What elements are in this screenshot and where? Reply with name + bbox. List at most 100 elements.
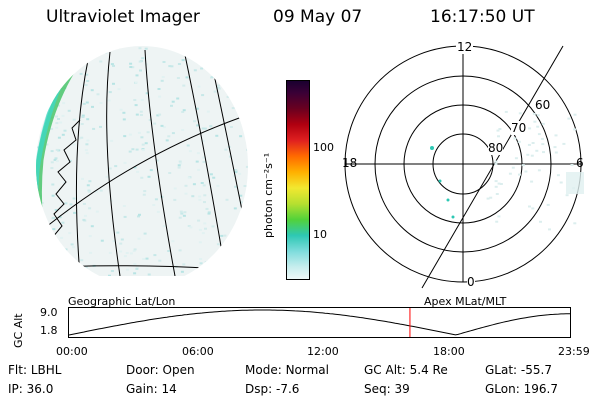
speckle-pixel (251, 154, 254, 156)
speckle-pixel (253, 194, 256, 196)
speckle-pixel (38, 53, 42, 56)
speckle-pixel (171, 100, 175, 103)
speckle-pixel (513, 137, 517, 140)
speckle-pixel (249, 65, 252, 67)
speckle-pixel (82, 218, 86, 221)
speckle-pixel (58, 216, 62, 219)
speckle-pixel (180, 270, 184, 273)
speckle-pixel (153, 122, 157, 125)
speckle-pixel (160, 79, 164, 82)
speckle-pixel (84, 266, 88, 269)
gain-value: 14 (161, 382, 177, 396)
speckle-pixel (185, 76, 189, 79)
speckle-pixel (134, 104, 138, 107)
speckle-pixel (496, 129, 500, 132)
speckle-pixel (141, 57, 145, 60)
speckle-pixel (117, 46, 121, 49)
speckle-pixel (246, 100, 248, 103)
speckle-pixel (242, 233, 246, 236)
speckle-pixel (99, 125, 102, 128)
speckle-pixel (40, 201, 44, 204)
speckle-pixel (187, 176, 191, 179)
speckle-pixel (33, 182, 36, 184)
mode-value: Normal (285, 363, 329, 377)
speckle-pixel (53, 48, 57, 51)
speckle-pixel (171, 240, 175, 243)
speckle-pixel (84, 84, 88, 87)
speckle-pixel (186, 51, 190, 54)
speckle-pixel (553, 146, 557, 149)
speckle-pixel (50, 161, 54, 164)
speckle-pixel (85, 73, 89, 76)
speckle-pixel (238, 172, 242, 175)
speckle-pixel (176, 77, 180, 79)
speckle-pixel (243, 185, 247, 187)
speckle-pixel (41, 265, 45, 268)
speckle-pixel (57, 72, 61, 75)
speckle-pixel (173, 187, 177, 190)
speckle-pixel (167, 135, 171, 138)
speckle-pixel (48, 61, 52, 64)
speckle-pixel (132, 250, 136, 252)
speckle-pixel (232, 69, 236, 72)
speckle-pixel (135, 148, 139, 151)
speckle-pixel (181, 111, 185, 113)
speckle-pixel (60, 83, 64, 86)
speckle-pixel (134, 81, 138, 84)
speckle-pixel (88, 49, 92, 52)
speckle-pixel (240, 218, 244, 220)
speckle-pixel (255, 48, 258, 50)
speckle-pixel (195, 160, 199, 163)
speckle-pixel (524, 170, 528, 173)
speckle-pixel (46, 97, 49, 100)
speckle-pixel (168, 65, 172, 68)
mlat-label-60: 60 (535, 98, 551, 112)
speckle-pixel (222, 258, 226, 261)
speckle-pixel (158, 259, 162, 262)
speckle-pixel (504, 110, 508, 113)
speckle-pixel (536, 114, 540, 117)
mlt-label-0: 0 (467, 275, 475, 289)
speckle-pixel (108, 167, 112, 170)
speckle-pixel (99, 102, 103, 104)
polar-terminator-line (421, 45, 564, 289)
speckle-pixel (86, 80, 90, 82)
speckle-pixel (535, 149, 539, 152)
speckle-pixel (252, 150, 255, 152)
speckle-pixel (205, 59, 209, 62)
speckle-pixel (186, 144, 190, 147)
glat-value: -55.7 (520, 363, 552, 377)
speckle-pixel (182, 263, 186, 266)
polar-emission-dot (430, 146, 434, 150)
mlt-label-6: 6 (576, 156, 584, 170)
speckle-pixel (65, 261, 69, 264)
polar-mlt-plot (344, 45, 584, 289)
speckle-pixel (528, 205, 531, 208)
speckle-pixel (141, 143, 145, 146)
speckle-pixel (225, 198, 229, 201)
speckle-pixel (30, 160, 33, 162)
speckle-pixel (198, 228, 202, 231)
status-dsp: Dsp: -7.6 (245, 382, 300, 396)
time-tick-1800: 18:00 (433, 345, 465, 358)
speckle-pixel (71, 58, 75, 61)
speckle-pixel (186, 50, 190, 52)
speckle-pixel (82, 102, 86, 105)
speckle-pixel (201, 94, 205, 97)
speckle-pixel (36, 121, 39, 124)
speckle-pixel (55, 115, 58, 118)
gc-alt-tick-high: 9.0 (40, 306, 58, 319)
speckle-pixel (187, 225, 191, 227)
speckle-pixel (119, 108, 123, 111)
speckle-pixel (123, 255, 127, 258)
speckle-pixel (567, 117, 571, 120)
speckle-pixel (193, 120, 197, 123)
speckle-pixel (177, 63, 181, 65)
speckle-pixel (162, 225, 166, 228)
speckle-pixel (499, 183, 503, 185)
speckle-pixel (239, 194, 243, 197)
speckle-pixel (196, 152, 200, 155)
speckle-pixel (182, 109, 186, 112)
speckle-pixel (154, 198, 158, 201)
speckle-pixel (49, 83, 53, 86)
